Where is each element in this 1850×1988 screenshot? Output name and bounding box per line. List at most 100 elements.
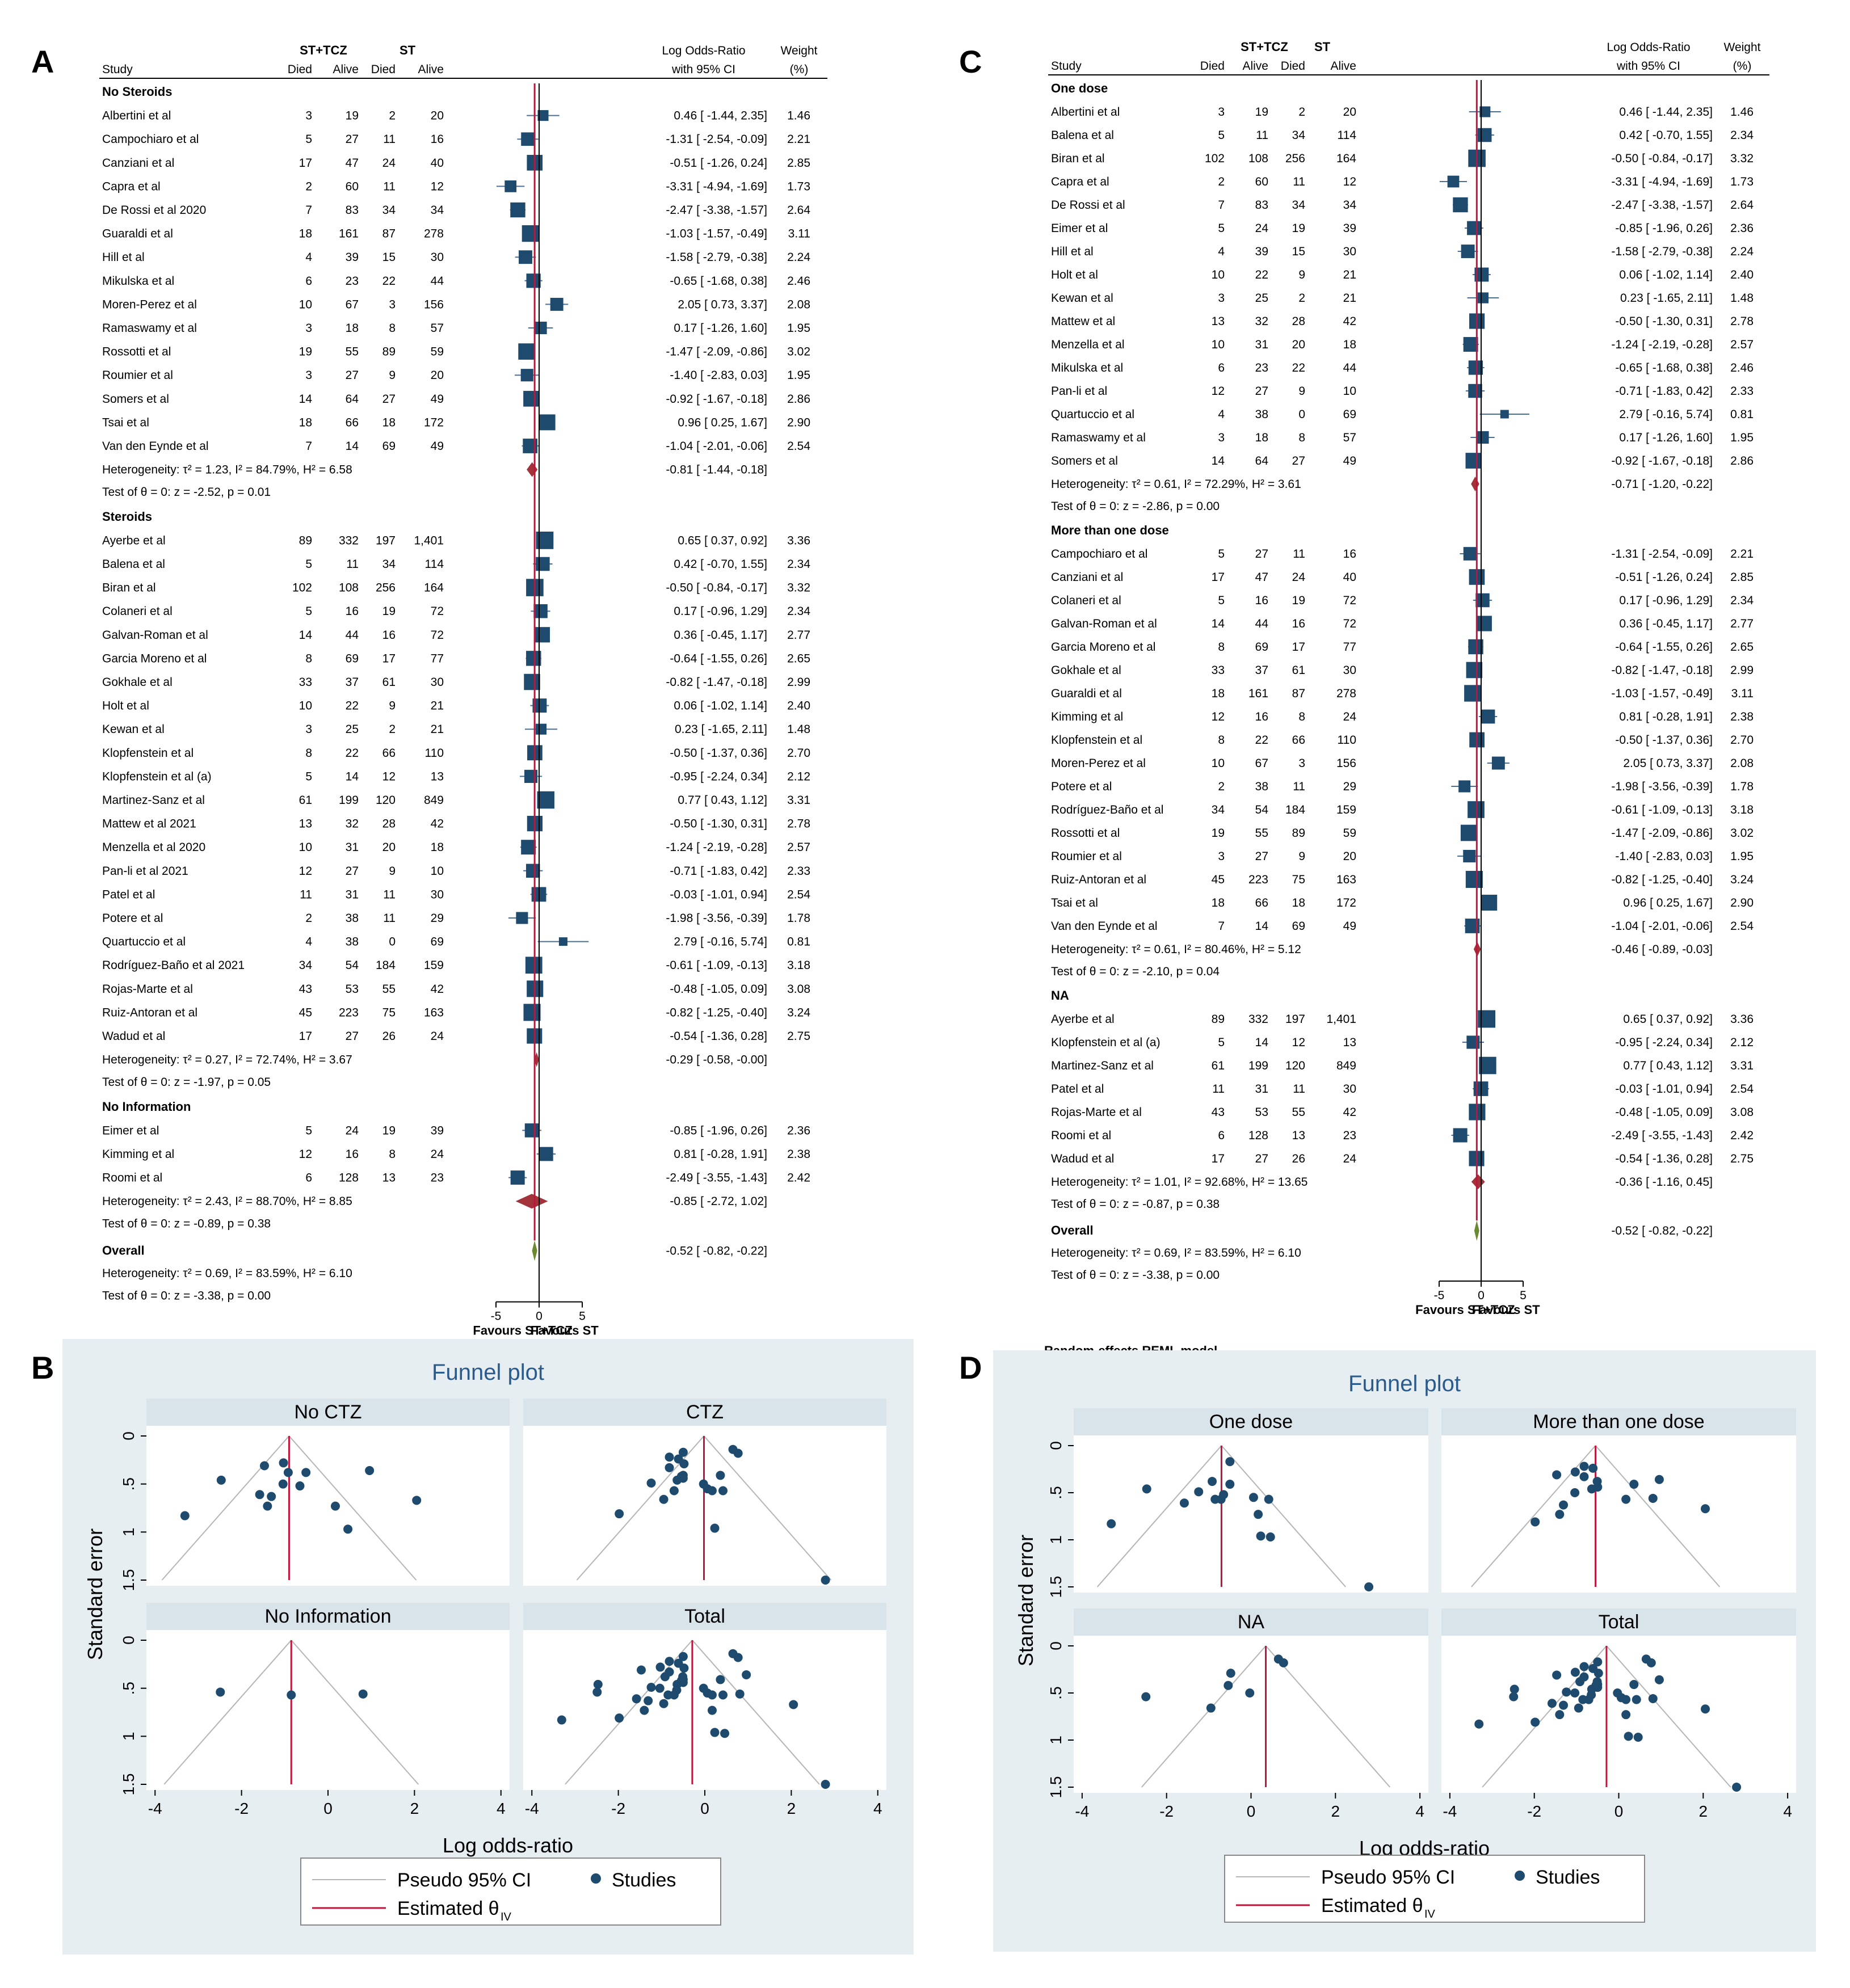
st-tcz-alive: 19	[1255, 106, 1268, 119]
study-point	[1579, 1472, 1589, 1481]
st-alive: 164	[1336, 152, 1356, 165]
st-tcz-alive: 25	[1255, 292, 1268, 305]
study-point	[678, 1652, 688, 1661]
st-died: 26	[1292, 1152, 1305, 1165]
study-name: Potere et al	[102, 912, 163, 925]
study-weight: 1.95	[787, 369, 810, 382]
effect-square	[523, 1004, 541, 1021]
study-name: Klopfenstein et al (a)	[1051, 1036, 1161, 1049]
study-weight: 2.34	[787, 558, 810, 571]
st-tcz-alive: 24	[1255, 222, 1269, 235]
st-died: 11	[1293, 780, 1305, 793]
effect-square	[522, 225, 539, 242]
study-name: Wadud et al	[1051, 1152, 1114, 1165]
test-text: Test of θ = 0: z = -2.86, p = 0.00	[1051, 500, 1220, 513]
effect-ci: 0.96 [ 0.25, 1.67]	[1623, 896, 1713, 909]
study-name: Ayerbe et al	[1051, 1013, 1115, 1026]
effect-ci: -0.82 [ -1.25, -0.40]	[1611, 873, 1713, 886]
study-weight: 3.32	[1730, 152, 1754, 165]
st-alive: 72	[1343, 594, 1356, 607]
st-tcz-died: 6	[305, 1172, 312, 1185]
st-died: 34	[382, 558, 396, 571]
st-tcz-alive: 47	[346, 157, 359, 170]
subgroup-title: One dose	[1051, 81, 1108, 95]
st-alive: 34	[1343, 199, 1357, 212]
st-tcz-died: 4	[1218, 408, 1225, 421]
study-name: Klopfenstein et al	[102, 747, 194, 760]
effect-square	[1464, 685, 1481, 702]
study-weight: 3.11	[788, 228, 810, 241]
st-tcz-alive: 16	[1255, 710, 1268, 723]
effect-square	[521, 840, 536, 855]
facet-plot-area	[1441, 1408, 1796, 1593]
study-point	[665, 1452, 674, 1462]
x-tick-label: 5	[1520, 1289, 1527, 1302]
st-tcz-alive: 223	[1248, 873, 1268, 886]
st-alive: 77	[1343, 641, 1356, 654]
effect-square	[1463, 337, 1478, 352]
overall-test: Test of θ = 0: z = -3.38, p = 0.00	[102, 1290, 271, 1303]
study-point	[1591, 1680, 1601, 1690]
effect-ci: -0.71 [ -1.83, 0.42]	[670, 865, 767, 878]
study-weight: 1.95	[1730, 850, 1754, 863]
study-point	[716, 1471, 725, 1480]
study-point	[365, 1465, 375, 1475]
st-tcz-died: 17	[1212, 571, 1225, 584]
effect-square	[525, 864, 540, 878]
count-header: Alive	[1330, 60, 1356, 73]
study-point	[592, 1687, 602, 1697]
study-point	[295, 1481, 305, 1491]
effect-square	[1479, 106, 1491, 117]
effect-ci: -0.03 [ -1.01, 0.94]	[1615, 1083, 1713, 1096]
effect-ci: -2.47 [ -3.38, -1.57]	[666, 204, 767, 217]
st-tcz-died: 33	[299, 676, 312, 689]
study-name: Albertini et al	[102, 109, 171, 123]
study-point	[1552, 1670, 1562, 1680]
study-point	[1593, 1657, 1603, 1667]
study-name: Klopfenstein et al	[1051, 734, 1142, 747]
study-point	[283, 1468, 293, 1477]
st-tcz-died: 14	[1212, 617, 1225, 630]
pseudo-ci-left	[1141, 1645, 1267, 1788]
study-point	[1107, 1519, 1116, 1528]
x-tick-label: 4	[1415, 1802, 1424, 1820]
st-tcz-died: 10	[299, 700, 312, 713]
effect-ci: -1.03 [ -1.57, -0.49]	[666, 228, 767, 241]
subgroup-title: No Information	[102, 1100, 191, 1114]
st-alive: 72	[431, 605, 444, 618]
study-point	[1474, 1719, 1484, 1729]
st-tcz-alive: 27	[346, 369, 359, 382]
st-tcz-alive: 67	[346, 298, 359, 311]
st-died: 16	[382, 629, 396, 642]
st-tcz-died: 18	[1212, 687, 1225, 700]
study-weight: 2.42	[1730, 1129, 1754, 1142]
st-alive: 1,401	[414, 534, 444, 547]
study-name: Roumier et al	[102, 369, 173, 382]
x-tick-label: -4	[148, 1800, 162, 1817]
study-point	[646, 1478, 656, 1488]
study-name: Guaraldi et al	[102, 228, 173, 241]
study-weight: 3.11	[1731, 687, 1754, 700]
study-point	[1570, 1667, 1580, 1677]
funnel-title: Funnel plot	[1348, 1371, 1461, 1396]
st-tcz-alive: 161	[339, 228, 359, 241]
st-alive: 110	[1338, 734, 1356, 747]
effect-square	[521, 132, 535, 146]
st-alive: 18	[431, 841, 444, 854]
st-tcz-died: 3	[305, 322, 312, 335]
overall-test: Test of θ = 0: z = -3.38, p = 0.00	[1051, 1269, 1220, 1282]
study-weight: 2.12	[787, 770, 810, 783]
study-point	[1264, 1494, 1273, 1504]
y-tick-label: 1.5	[1047, 1776, 1065, 1799]
study-point	[1226, 1669, 1235, 1678]
st-tcz-died: 10	[299, 298, 312, 311]
st-tcz-alive: 39	[346, 251, 359, 264]
effect-ci: -0.82 [ -1.47, -0.18]	[666, 676, 767, 689]
study-point	[1552, 1470, 1562, 1480]
st-tcz-alive: 16	[346, 1148, 359, 1161]
effect-square	[534, 627, 550, 643]
subgroup-effect-ci: -0.71 [ -1.20, -0.22]	[1611, 478, 1713, 491]
study-point	[789, 1700, 798, 1709]
study-weight: 2.85	[787, 157, 810, 170]
st-died: 8	[389, 322, 396, 335]
